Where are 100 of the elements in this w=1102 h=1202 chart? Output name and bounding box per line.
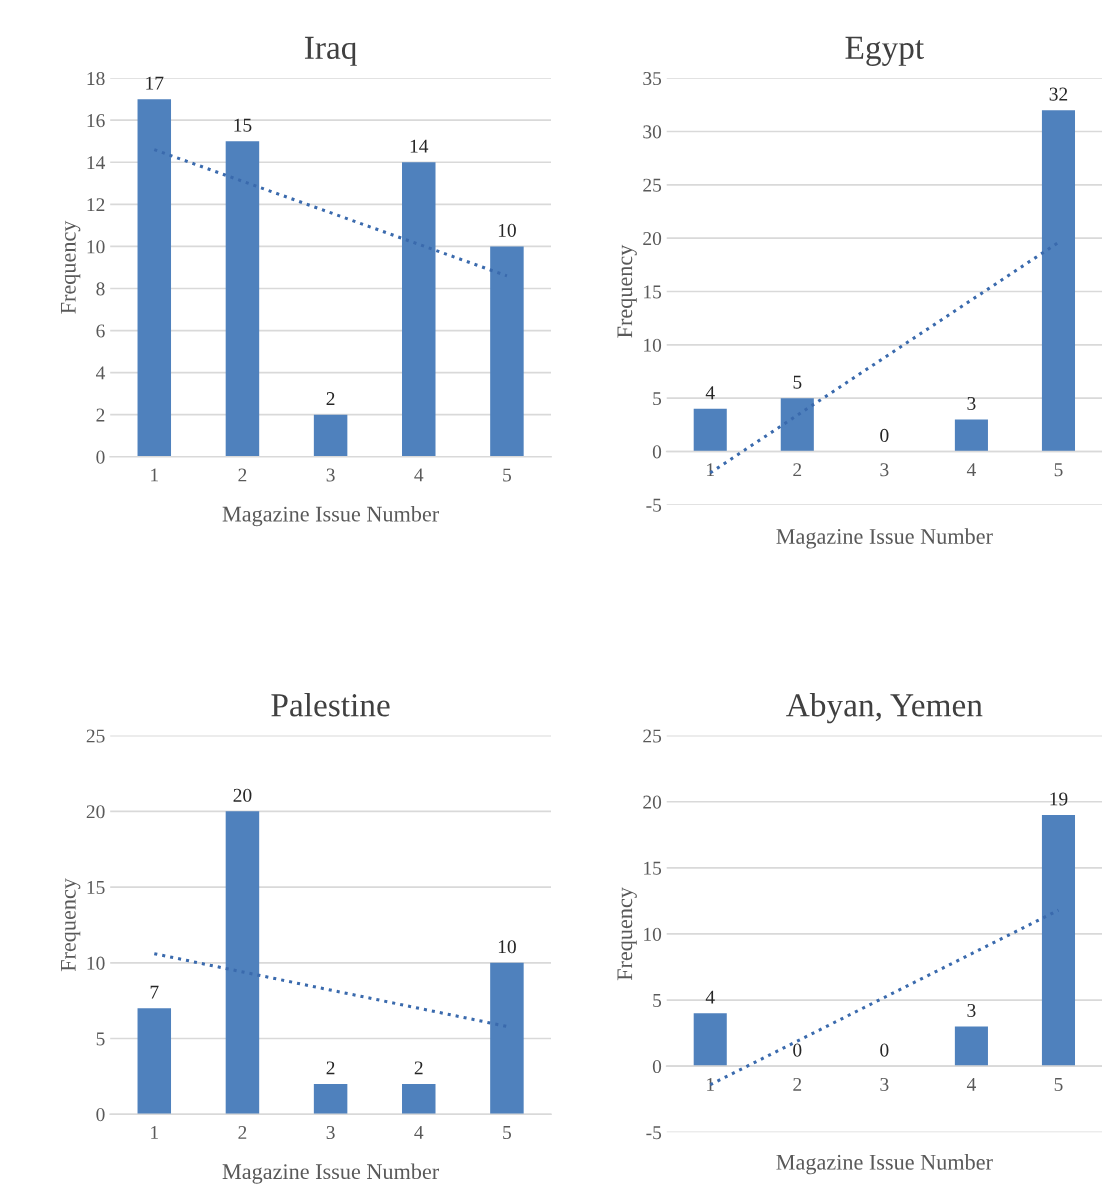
data-label: 10 [498, 940, 516, 954]
chart-title: Iraq [304, 36, 357, 66]
bar [954, 419, 988, 452]
y-tick-label: 15 [644, 285, 662, 299]
y-axis-title: Frequency [60, 220, 81, 314]
chart-title: Egypt [845, 36, 924, 66]
y-tick-label: 5 [96, 1032, 105, 1046]
bar [225, 811, 260, 1115]
x-tick-label: 3 [880, 1077, 889, 1091]
x-tick-label: 1 [707, 463, 714, 477]
x-axis-title: Magazine Issue Number [222, 1163, 439, 1184]
y-tick-label: 16 [87, 114, 105, 128]
data-label: 7 [150, 985, 159, 999]
y-tick-label: 10 [87, 956, 105, 970]
bar [225, 141, 260, 457]
data-label: 3 [967, 1003, 976, 1017]
data-label: 0 [793, 1043, 802, 1057]
x-tick-label: 5 [1054, 463, 1063, 477]
y-tick-label: 10 [87, 240, 105, 254]
x-tick-label: 3 [326, 1125, 335, 1140]
x-tick-label: 4 [966, 1077, 976, 1091]
y-tick-label: 0 [96, 1108, 105, 1122]
y-tick-label: 25 [643, 729, 662, 743]
x-tick-label: 5 [1054, 1078, 1063, 1091]
data-label: 3 [967, 396, 976, 410]
x-tick-label: 3 [326, 468, 335, 482]
y-tick-label: 15 [87, 880, 105, 895]
y-axis-title: Frequency [617, 887, 637, 981]
data-label: 2 [414, 1061, 423, 1075]
x-tick-label: 5 [503, 468, 512, 482]
data-label: 2 [326, 1061, 335, 1075]
y-tick-label: 2 [96, 408, 105, 422]
y-tick-label: 0 [652, 445, 662, 459]
data-label: 15 [234, 118, 252, 132]
data-label: 5 [793, 375, 802, 389]
data-label: 0 [880, 1043, 889, 1057]
x-tick-label: 3 [880, 463, 889, 477]
x-axis-title: Magazine Issue Number [776, 1154, 993, 1175]
x-tick-label: 2 [238, 468, 247, 482]
x-tick-label: 2 [238, 1125, 247, 1139]
data-label: 20 [233, 788, 252, 802]
bar [490, 962, 524, 1115]
x-tick-label: 4 [414, 468, 424, 482]
y-tick-label: 25 [86, 729, 105, 743]
y-tick-label: 5 [653, 392, 662, 406]
y-tick-label: 15 [644, 861, 662, 875]
x-axis-title: Magazine Issue Number [776, 528, 993, 549]
bar [693, 1013, 727, 1067]
y-tick-label: 6 [96, 324, 105, 338]
bar [780, 398, 814, 452]
bar [1041, 814, 1076, 1067]
data-label: 14 [410, 139, 429, 153]
y-tick-label: 35 [643, 72, 662, 86]
x-tick-label: 2 [793, 1077, 802, 1091]
bar [402, 162, 436, 457]
y-tick-label: 18 [87, 71, 105, 86]
chart-title: Abyan, Yemen [786, 693, 983, 724]
y-tick-label: -5 [646, 1126, 662, 1140]
bar [490, 246, 524, 457]
y-tick-label: 20 [643, 231, 662, 246]
data-label: 17 [146, 76, 164, 90]
x-tick-label: 1 [151, 1126, 158, 1139]
x-tick-label: 4 [966, 463, 976, 477]
y-axis-title: Frequency [60, 878, 81, 972]
y-tick-label: 5 [653, 994, 662, 1007]
bar [1041, 110, 1076, 452]
data-label: 10 [498, 223, 516, 237]
bar [954, 1026, 988, 1067]
bar [693, 408, 727, 452]
bar [402, 1083, 436, 1115]
y-tick-label: 10 [644, 338, 662, 352]
x-tick-label: 1 [707, 1077, 714, 1091]
x-tick-label: 1 [151, 468, 158, 482]
x-tick-label: 2 [793, 463, 802, 477]
bar [313, 414, 348, 457]
y-axis-title: Frequency [617, 244, 637, 338]
y-tick-label: 20 [643, 795, 662, 809]
data-label: 19 [1050, 792, 1068, 806]
x-axis-title: Magazine Issue Number [222, 505, 439, 527]
y-tick-label: 0 [96, 450, 105, 464]
bar [137, 1008, 172, 1115]
data-label: 0 [880, 428, 889, 442]
data-label: 4 [705, 990, 715, 1004]
y-tick-label: 14 [87, 156, 106, 170]
data-label: 32 [1049, 87, 1068, 101]
x-tick-label: 5 [503, 1126, 512, 1140]
data-label: 2 [326, 392, 335, 405]
bar [137, 99, 172, 457]
y-tick-label: 0 [652, 1059, 662, 1074]
y-tick-label: 30 [643, 125, 662, 139]
chart-title: Palestine [271, 693, 390, 717]
y-tick-label: 4 [96, 366, 106, 380]
bar [313, 1083, 348, 1115]
data-label: 4 [705, 386, 715, 400]
y-tick-label: 12 [87, 198, 105, 212]
y-tick-label: 10 [644, 927, 662, 941]
y-tick-label: 25 [643, 178, 662, 192]
y-tick-label: 8 [96, 282, 105, 296]
y-tick-label: 20 [86, 805, 105, 819]
x-tick-label: 4 [414, 1126, 424, 1139]
